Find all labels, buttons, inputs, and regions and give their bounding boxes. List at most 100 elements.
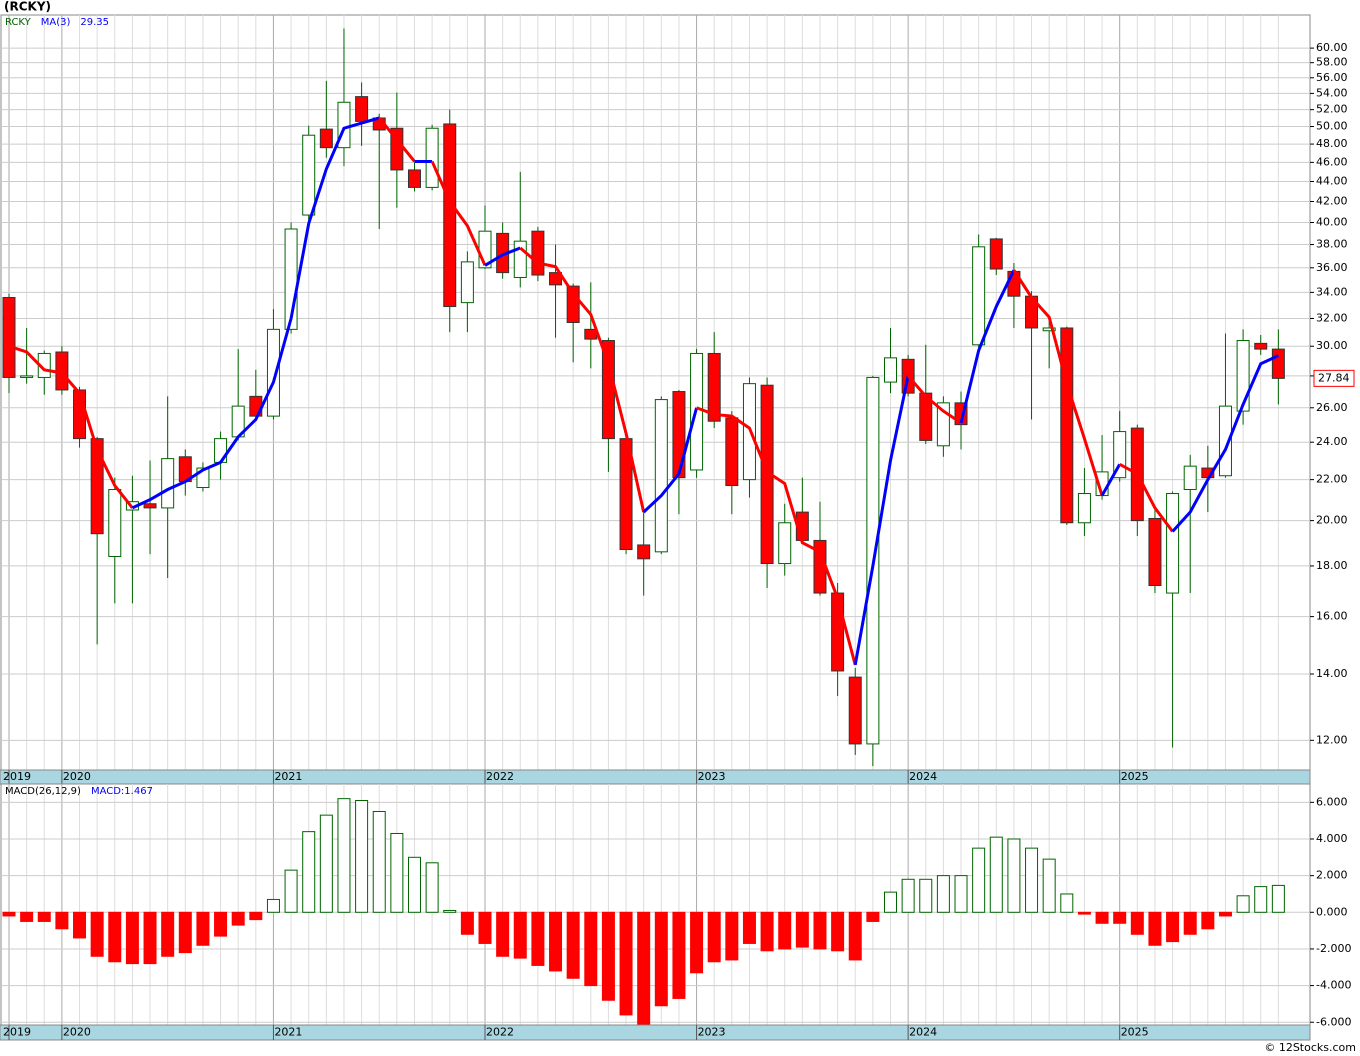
macd-bar xyxy=(20,911,34,922)
macd-bar xyxy=(813,911,827,950)
y-tick-label: 0.000 xyxy=(1316,905,1348,918)
candle-body xyxy=(108,489,122,557)
ma-line xyxy=(696,406,857,666)
y-tick-label: 6.000 xyxy=(1316,795,1348,808)
macd-bar xyxy=(1183,911,1197,935)
candle-body xyxy=(513,240,527,278)
macd-bar xyxy=(231,911,245,926)
macd-bar xyxy=(73,911,87,939)
candle-body xyxy=(1148,517,1162,586)
macd-bar xyxy=(1130,911,1144,935)
macd-bar xyxy=(37,911,51,922)
macd-bar xyxy=(390,832,404,913)
y-tick-label: 36.00 xyxy=(1316,261,1348,274)
x-tick-label: 2022 xyxy=(486,770,514,783)
ma-line xyxy=(853,375,910,666)
candle-body xyxy=(884,357,897,383)
macd-bar xyxy=(125,911,139,965)
x-tick-label: 2023 xyxy=(698,1026,726,1039)
ma-line xyxy=(484,246,521,267)
x-tick-label: 2023 xyxy=(698,770,726,783)
ma-line xyxy=(642,407,699,514)
candle-body xyxy=(1166,493,1180,594)
candle-body xyxy=(848,676,862,745)
ma-line xyxy=(1171,354,1279,533)
candle-body xyxy=(1254,342,1268,350)
macd-bar xyxy=(1042,858,1056,913)
macd-bar xyxy=(1095,911,1109,924)
macd-bar xyxy=(90,911,104,957)
macd-bar xyxy=(161,911,175,957)
candle-body xyxy=(831,592,845,672)
macd-bar xyxy=(143,911,157,965)
macd-bar xyxy=(460,911,474,935)
y-tick-label: -6.000 xyxy=(1316,1015,1351,1028)
legend: RCKY MA(3) 29.35 xyxy=(5,17,109,28)
macd-bar xyxy=(1166,911,1180,943)
macd-bar xyxy=(936,875,950,913)
macd-bar xyxy=(619,911,633,1016)
macd-bar xyxy=(2,911,16,917)
ma-line xyxy=(959,269,1016,424)
candle-body xyxy=(778,522,792,565)
last-price-label: 27.84 xyxy=(1318,371,1350,384)
candle-body xyxy=(90,438,104,535)
candle-body xyxy=(584,328,598,340)
candle-body xyxy=(425,127,439,188)
macd-bar xyxy=(266,898,280,913)
macd-bar xyxy=(443,909,457,913)
macd-bar xyxy=(372,810,386,913)
macd-bar xyxy=(319,814,333,913)
y-tick-label: -4.000 xyxy=(1316,979,1351,992)
legend-entry: MACD:1.467 xyxy=(91,786,153,797)
macd-bar xyxy=(1271,884,1285,913)
candle-body xyxy=(161,458,175,509)
candle-body xyxy=(1271,348,1285,379)
macd-bar xyxy=(954,875,968,913)
candle-body xyxy=(407,169,421,188)
y-tick-label: 24.00 xyxy=(1316,435,1348,448)
ma-line xyxy=(378,117,416,163)
candle-body xyxy=(672,391,686,479)
candle-body xyxy=(2,296,16,378)
candle-body xyxy=(531,230,545,276)
ma-line xyxy=(1118,462,1174,533)
y-tick-label: 50.00 xyxy=(1316,120,1348,133)
ma-line xyxy=(131,116,380,510)
legend: MACD(26,12,9) MACD:1.467 xyxy=(5,786,153,797)
candle-body xyxy=(1183,465,1197,491)
x-tick-label: 2020 xyxy=(63,1026,91,1039)
y-tick-label: 16.00 xyxy=(1316,610,1348,623)
ma-line xyxy=(1100,463,1121,497)
macd-bar xyxy=(1060,893,1074,913)
macd-bar xyxy=(1077,911,1091,915)
y-tick-label: 32.00 xyxy=(1316,311,1348,324)
macd-bar xyxy=(337,798,351,913)
ma-line xyxy=(430,160,487,267)
candle-body xyxy=(302,134,316,216)
macd-bar xyxy=(496,911,510,957)
candle-body xyxy=(654,399,668,553)
chart-title: (RCKY) xyxy=(4,0,51,14)
x-tick-label: 2019 xyxy=(3,770,31,783)
macd-bar xyxy=(866,911,880,922)
y-tick-label: 52.00 xyxy=(1316,103,1348,116)
macd-bar xyxy=(214,911,228,937)
x-tick-label: 2021 xyxy=(274,1026,302,1039)
candle-body xyxy=(355,96,369,122)
y-tick-label: 54.00 xyxy=(1316,86,1348,99)
legend-entry: MA(3) xyxy=(41,17,71,28)
candle-body xyxy=(460,261,474,304)
macd-bar xyxy=(178,911,192,954)
macd-bar xyxy=(637,911,651,1025)
candle-body xyxy=(20,375,34,378)
macd-bar xyxy=(901,878,915,913)
y-tick-label: 46.00 xyxy=(1316,155,1348,168)
macd-bar xyxy=(1254,886,1268,913)
macd-bar xyxy=(55,911,69,930)
footer: © 12Stocks.com xyxy=(1264,1041,1356,1054)
candle-body xyxy=(972,246,986,346)
macd-bar xyxy=(760,911,774,952)
macd-bar xyxy=(972,847,986,913)
macd-bar xyxy=(566,911,580,979)
